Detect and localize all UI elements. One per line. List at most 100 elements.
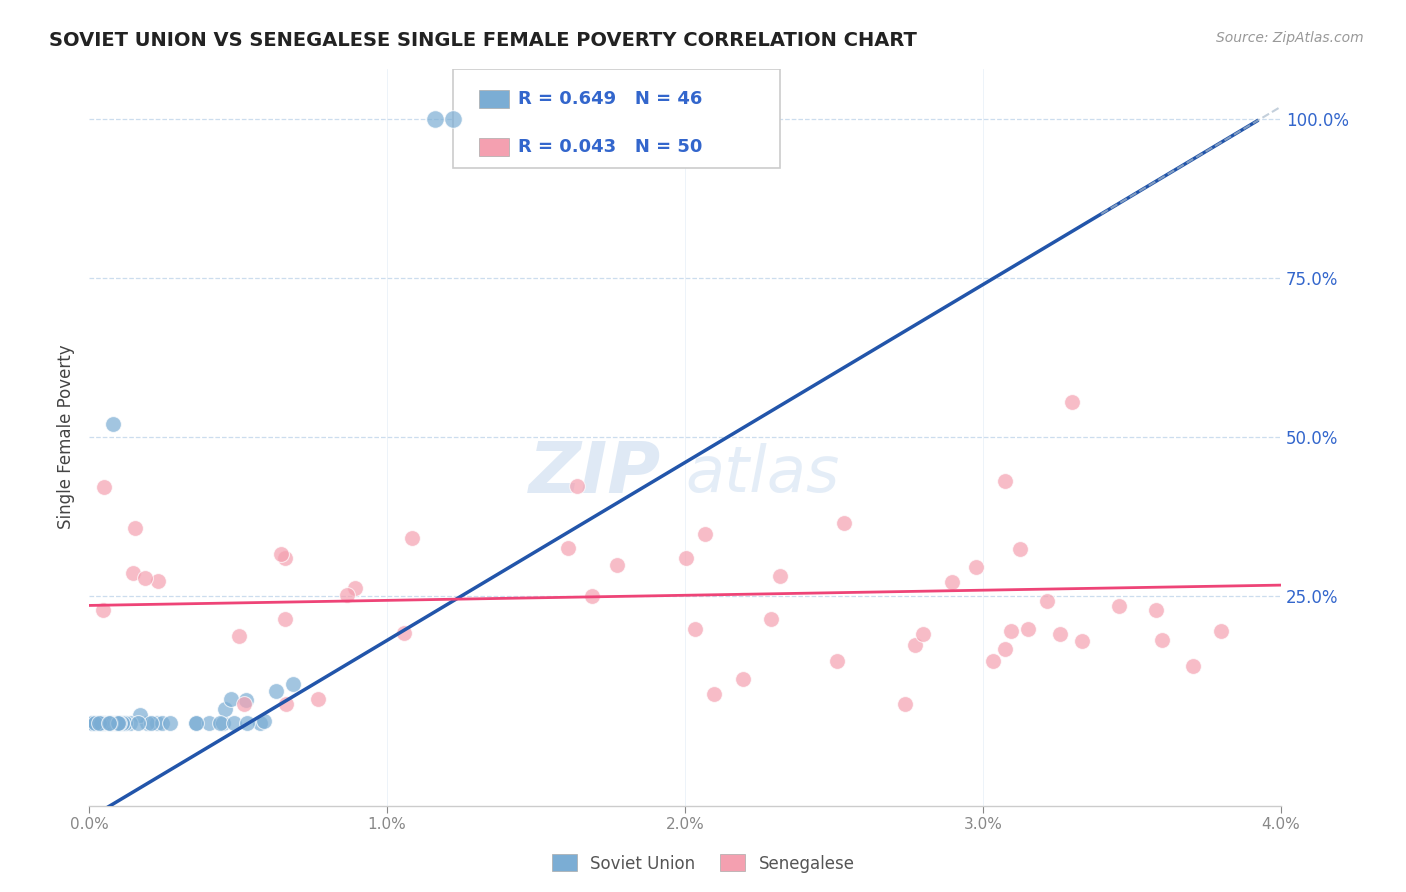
Point [93, 716, 115, 731]
Point [675, 551, 697, 566]
Point [108, 716, 131, 731]
Point [146, 574, 169, 589]
Point [219, 692, 242, 706]
Point [981, 654, 1004, 668]
Point [186, 716, 208, 731]
Point [941, 575, 963, 590]
Point [281, 677, 304, 691]
Point [135, 716, 157, 731]
Point [912, 627, 935, 641]
Point [80, 716, 103, 731]
Point [100, 716, 122, 731]
Point [731, 672, 754, 686]
Point [401, 531, 423, 545]
Point [994, 641, 1017, 656]
Text: SOVIET UNION VS SENEGALESE SINGLE FEMALE POVERTY CORRELATION CHART: SOVIET UNION VS SENEGALESE SINGLE FEMALE… [49, 31, 917, 50]
Point [894, 697, 917, 711]
Point [139, 716, 162, 731]
FancyBboxPatch shape [479, 137, 509, 156]
Point [82, 716, 104, 731]
Point [1150, 633, 1173, 648]
Point [274, 697, 297, 711]
Point [1144, 603, 1167, 617]
Point [145, 716, 167, 731]
Point [1182, 658, 1205, 673]
Point [108, 716, 131, 731]
Text: R = 0.649   N = 46: R = 0.649 N = 46 [519, 90, 703, 109]
Point [1000, 624, 1022, 638]
Point [703, 687, 725, 701]
Point [832, 516, 855, 531]
Point [104, 716, 127, 731]
Point [606, 558, 628, 573]
Point [759, 612, 782, 626]
Point [212, 716, 235, 731]
Point [994, 474, 1017, 488]
Point [683, 622, 706, 636]
Point [101, 417, 124, 432]
Point [98, 716, 121, 731]
Point [336, 589, 359, 603]
Point [343, 581, 366, 595]
Point [89, 716, 111, 731]
Point [127, 716, 149, 731]
FancyBboxPatch shape [479, 90, 509, 108]
Point [392, 625, 415, 640]
Point [90, 716, 112, 731]
FancyBboxPatch shape [453, 69, 780, 168]
Point [108, 716, 131, 731]
Text: ZIP: ZIP [529, 440, 661, 508]
Point [1071, 633, 1094, 648]
Point [274, 612, 297, 626]
Point [423, 112, 446, 127]
Point [112, 716, 135, 731]
Point [965, 559, 987, 574]
Point [84, 716, 107, 731]
Point [1062, 395, 1084, 409]
Point [270, 547, 292, 561]
Point [114, 716, 136, 731]
Point [581, 589, 603, 603]
Point [98, 716, 121, 731]
Point [122, 566, 145, 581]
Point [186, 716, 208, 731]
Point [693, 526, 716, 541]
Point [904, 638, 927, 652]
Point [441, 112, 464, 127]
Point [107, 716, 129, 731]
Point [82, 716, 104, 731]
Point [307, 692, 329, 706]
Point [82, 716, 104, 731]
Point [1036, 594, 1059, 608]
Point [1211, 624, 1233, 638]
Point [236, 716, 259, 731]
Point [214, 702, 236, 716]
Point [273, 550, 295, 565]
Text: R = 0.043   N = 50: R = 0.043 N = 50 [519, 138, 703, 156]
Point [768, 568, 790, 582]
Point [105, 716, 128, 731]
Point [91, 603, 114, 617]
Point [1049, 627, 1071, 641]
Point [249, 716, 271, 731]
Point [253, 714, 276, 729]
Text: atlas: atlas [685, 443, 839, 505]
Text: Source: ZipAtlas.com: Source: ZipAtlas.com [1216, 31, 1364, 45]
Point [565, 479, 588, 493]
Point [134, 571, 156, 585]
Legend: Soviet Union, Senegalese: Soviet Union, Senegalese [546, 847, 860, 880]
Point [150, 716, 173, 731]
Y-axis label: Single Female Poverty: Single Female Poverty [58, 344, 75, 529]
Point [111, 716, 134, 731]
Point [120, 716, 142, 731]
Point [222, 716, 245, 731]
Point [104, 716, 127, 731]
Point [557, 541, 579, 555]
Point [1008, 542, 1031, 557]
Point [233, 697, 256, 711]
Point [1017, 622, 1039, 636]
Point [208, 716, 231, 731]
Point [827, 654, 849, 668]
Point [128, 708, 150, 723]
Point [266, 683, 288, 698]
